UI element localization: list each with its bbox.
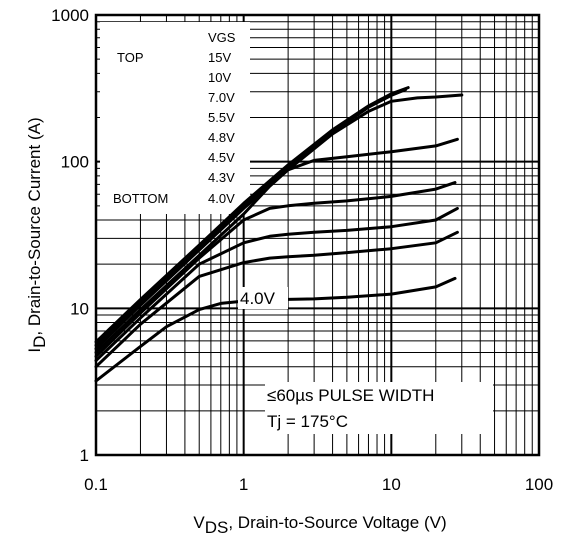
series-layer [94, 86, 464, 383]
legend-entry-5-5v: 5.5V [208, 110, 235, 125]
series-line-4-3v [94, 230, 459, 369]
y-axis-title-subscript: D [30, 336, 49, 348]
x-tick-label: 100 [525, 475, 553, 494]
tick-labels: 0.1 1 10 100 1 10 100 1000 [51, 6, 553, 494]
legend-bottom-label: BOTTOM [113, 191, 168, 206]
x-axis-title-subscript: DS [205, 518, 229, 537]
legend-entry-4-8v: 4.8V [208, 130, 235, 145]
annotations: 4.0V ≤60µs PULSE WIDTH Tj = 175°C [238, 287, 493, 434]
y-axis-title-main: I [25, 348, 44, 353]
pulse-annotation-background [265, 382, 493, 434]
x-tick-label: 0.1 [84, 475, 108, 494]
y-tick-label: 100 [61, 153, 89, 172]
legend-box [100, 22, 250, 214]
temperature-annotation: Tj = 175°C [267, 412, 348, 431]
series-line-7-0v [94, 93, 464, 351]
plot-frame [94, 13, 541, 457]
legend-entry-7v: 7.0V [208, 90, 235, 105]
y-tick-label: 1000 [51, 6, 89, 25]
series-line-5-5v [94, 137, 459, 354]
legend-entry-4v: 4.0V [208, 191, 235, 206]
legend: VGS TOP BOTTOM 15V 10V 7.0V 5.5V 4.8V 4.… [113, 30, 236, 206]
series-line-4-5v [94, 206, 459, 363]
legend-top-label: TOP [117, 50, 144, 65]
series-line-4-8v [94, 181, 457, 358]
legend-entry-4-3v: 4.3V [208, 170, 235, 185]
y-tick-label: 1 [80, 446, 89, 465]
legend-entry-15v: 15V [208, 50, 231, 65]
legend-entry-4-5v: 4.5V [208, 150, 235, 165]
legend-entry-10v: 10V [208, 70, 231, 85]
pulse-width-annotation: ≤60µs PULSE WIDTH [267, 386, 434, 405]
y-tick-label: 10 [70, 299, 89, 318]
series-line-10v [94, 88, 408, 347]
legend-background [100, 22, 250, 214]
x-axis-title-rest: , Drain-to-Source Voltage (V) [228, 513, 446, 532]
x-tick-label: 1 [239, 475, 248, 494]
legend-header: VGS [208, 30, 236, 45]
y-axis-title-rest: , Drain-to-Source Current (A) [25, 117, 44, 335]
x-axis-title-main: V [193, 513, 205, 532]
curve-label-4v: 4.0V [240, 289, 276, 308]
y-axis-title: ID, Drain-to-Source Current (A) [25, 117, 49, 352]
curve-label-background [238, 287, 288, 309]
x-tick-label: 10 [382, 475, 401, 494]
x-axis-title: VDS, Drain-to-Source Voltage (V) [193, 513, 446, 537]
